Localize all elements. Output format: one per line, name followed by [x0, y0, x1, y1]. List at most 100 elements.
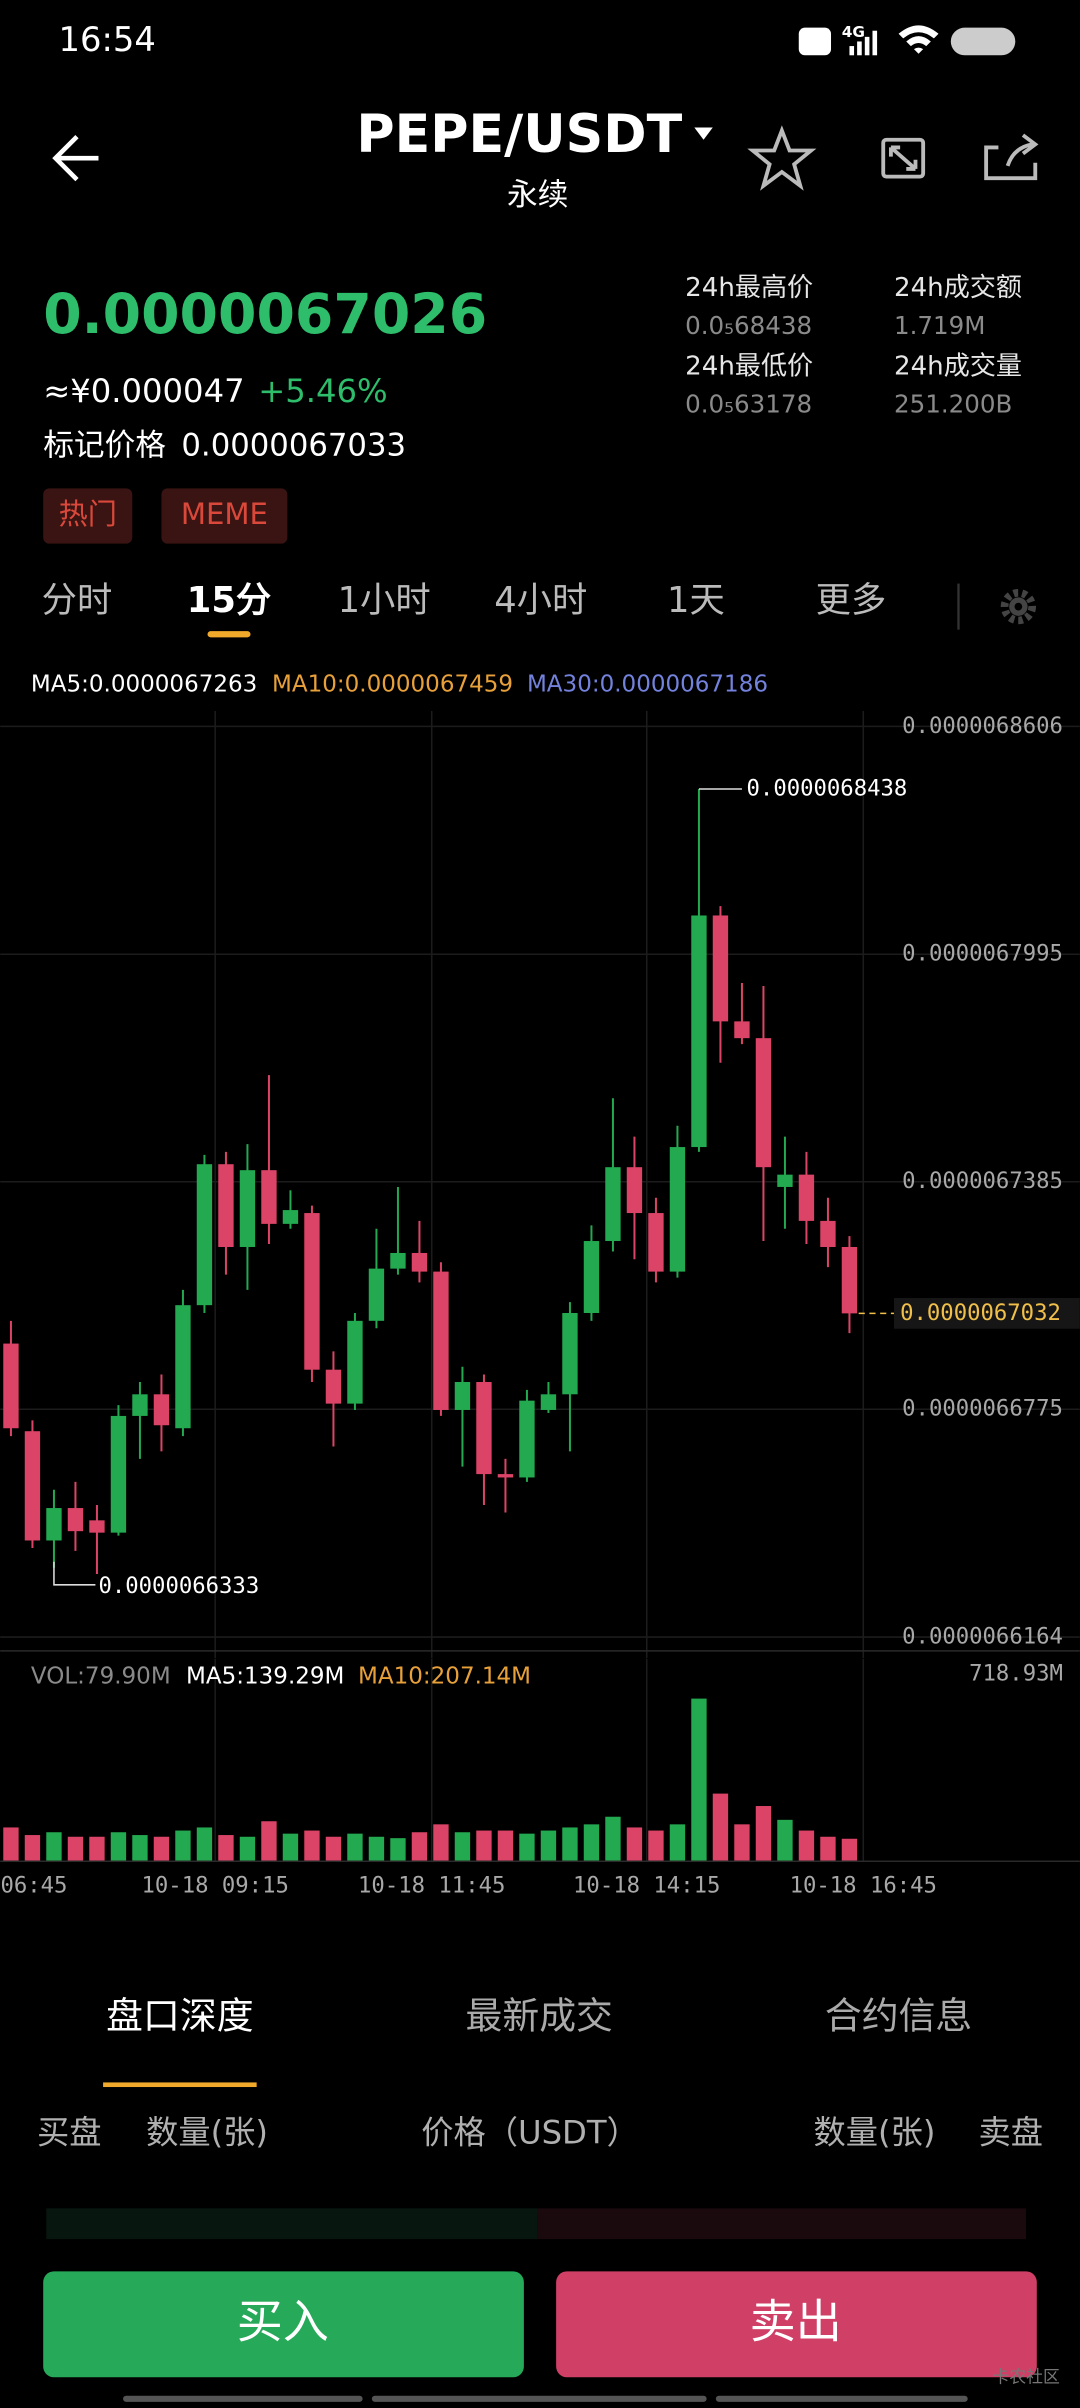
candle-body: [626, 1167, 643, 1214]
y-tick-label: 0.0000068606: [902, 713, 1063, 739]
candle-body: [648, 1213, 664, 1272]
volume-bar: [24, 1835, 41, 1862]
candle-body: [497, 1474, 514, 1478]
volume-legend: MA10:207.14M: [358, 1664, 531, 1690]
gear-hole: [1014, 602, 1023, 611]
candle-body: [820, 1220, 836, 1247]
candle-body: [734, 1021, 750, 1039]
status-icons: HD 4G: [798, 23, 1016, 56]
volume-bar: [734, 1824, 750, 1862]
candle-body: [325, 1369, 342, 1404]
stat-label: 24h最高价: [685, 273, 813, 303]
x-tick-label: 10-18 09:15: [142, 1872, 289, 1898]
ma-legend: MA5:0.0000067263: [31, 671, 257, 697]
candle-body: [89, 1520, 105, 1533]
mark-price: 0.0000067033: [181, 427, 406, 463]
stat-label: 24h成交额: [894, 273, 1022, 303]
candle-body: [712, 915, 729, 1022]
stat-value: 0.0₅63178: [685, 389, 812, 418]
volume-legend: MA5:139.29M: [186, 1664, 344, 1690]
candle-body: [411, 1252, 428, 1272]
candle-body: [433, 1271, 449, 1410]
depth-header: 买盘: [37, 2114, 102, 2152]
section-tab[interactable]: 合约信息: [825, 1994, 972, 2037]
volume-bar: [712, 1793, 729, 1862]
candle-body: [562, 1313, 578, 1395]
volume-bar: [218, 1835, 234, 1862]
candle-body: [605, 1167, 621, 1242]
share-button[interactable]: [984, 133, 1039, 181]
volume-legend: VOL:79.90M: [31, 1664, 171, 1690]
candle-body: [261, 1170, 277, 1224]
favorite-button[interactable]: [747, 125, 817, 191]
interval-tab[interactable]: 分时: [42, 580, 113, 621]
volume-bar: [798, 1830, 815, 1862]
candle-body: [583, 1241, 600, 1314]
buy-button[interactable]: [43, 2271, 524, 2378]
battery-icon: [950, 27, 1016, 56]
y-tick-label: 0.0000067385: [902, 1168, 1063, 1194]
candle-body: [755, 1038, 772, 1168]
volume-bar: [605, 1816, 621, 1862]
candle-body: [196, 1164, 213, 1306]
candle-body: [798, 1174, 815, 1221]
volume-bar: [562, 1827, 578, 1862]
candle-body: [24, 1431, 41, 1541]
signal-bar: [849, 46, 855, 56]
volume-bar: [196, 1827, 213, 1862]
candle-body: [454, 1381, 471, 1410]
volume-bar: [648, 1830, 664, 1862]
y-tick-label: 0.0000066164: [902, 1624, 1063, 1650]
back-button[interactable]: [52, 135, 99, 182]
interval-tab[interactable]: 1天: [667, 580, 725, 621]
last-price: 0.0000067026: [43, 283, 487, 347]
volume-bar: [175, 1830, 191, 1862]
last-price-bg: [893, 1298, 1080, 1329]
volume-bar: [347, 1833, 363, 1862]
depth-ask-bar: [537, 2208, 1027, 2240]
volume-bar: [691, 1698, 707, 1862]
cny-price: ≈¥0.000047: [43, 372, 244, 410]
volume-bar: [110, 1832, 127, 1862]
candle-body: [175, 1305, 191, 1429]
section-tab[interactable]: 最新成交: [466, 1994, 613, 2037]
candle-body: [519, 1400, 535, 1478]
volume-bar: [89, 1836, 105, 1862]
volume-bar: [755, 1806, 772, 1862]
nav-bar: [715, 2395, 968, 2402]
volume-bar: [476, 1830, 492, 1862]
pair-dropdown[interactable]: [694, 127, 713, 140]
interval-tab[interactable]: 4小时: [494, 580, 587, 621]
depth-header: 数量(张): [814, 2114, 936, 2152]
x-tick-label: 10-18 16:45: [790, 1872, 937, 1898]
pair-title[interactable]: PEPE/USDT: [356, 105, 682, 165]
volume-bar: [820, 1836, 836, 1862]
candle-body: [476, 1381, 492, 1475]
tag[interactable]: MEME: [181, 497, 268, 531]
volume-bar: [626, 1827, 643, 1862]
interval-tab[interactable]: 1小时: [338, 580, 431, 621]
high-label: 0.0000068438: [747, 776, 908, 802]
fullscreen-button[interactable]: [881, 137, 926, 179]
candle-body: [282, 1210, 299, 1224]
volume-bar: [841, 1838, 858, 1862]
candle-body: [777, 1174, 793, 1187]
stat-label: 24h最低价: [685, 352, 813, 382]
network-text: 4G: [842, 23, 865, 41]
volume-bar: [540, 1830, 557, 1862]
section-tab[interactable]: 盘口深度: [106, 1994, 253, 2037]
volume-bar: [282, 1833, 299, 1862]
status-time: 16:54: [59, 20, 156, 59]
tag[interactable]: 热门: [59, 497, 117, 531]
sell-button[interactable]: [556, 2271, 1037, 2378]
signal-bar: [872, 30, 878, 56]
low-label: 0.0000066333: [98, 1573, 259, 1599]
fullscreen-arrows: [888, 145, 918, 171]
interval-tab[interactable]: 15分: [187, 580, 271, 621]
interval-tab[interactable]: 更多: [816, 580, 887, 621]
candle-body: [390, 1252, 406, 1269]
candle-body: [540, 1394, 557, 1410]
x-tick-label: 10-18 11:45: [358, 1872, 505, 1898]
settings-button[interactable]: [1000, 588, 1037, 625]
